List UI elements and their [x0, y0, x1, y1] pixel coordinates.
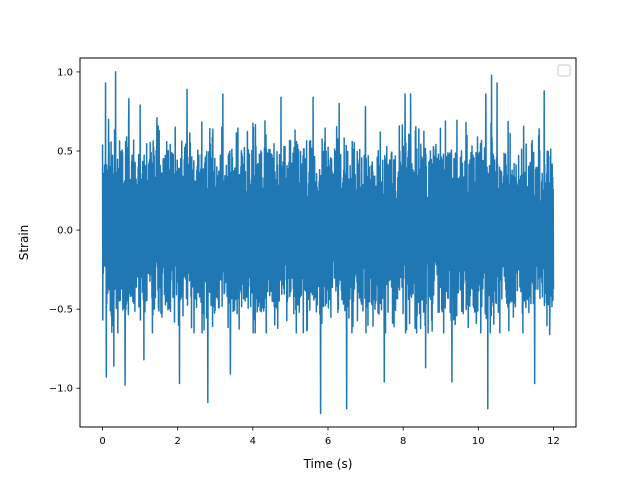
x-tick-label: 10 — [472, 436, 485, 447]
y-tick-label: 1.0 — [57, 67, 73, 78]
legend-box — [557, 64, 571, 77]
x-tick-label: 0 — [99, 436, 105, 447]
x-tick-label: 8 — [400, 436, 406, 447]
x-axis: 0 2 4 6 8 10 12 — [99, 427, 560, 447]
series-line — [101, 71, 555, 415]
x-axis-label: Time (s) — [303, 457, 353, 471]
y-tick-label: −1.0 — [49, 384, 73, 395]
x-tick-label: 6 — [325, 436, 331, 447]
series-layer — [101, 71, 555, 415]
y-tick-label: 0.5 — [57, 147, 73, 158]
x-tick-label: 12 — [547, 436, 560, 447]
y-axis-label: Strain — [17, 225, 31, 261]
y-tick-label: −0.5 — [49, 305, 73, 316]
y-axis: −1.0 −0.5 0.0 0.5 1.0 — [49, 67, 80, 395]
y-tick-label: 0.0 — [57, 226, 73, 237]
x-tick-label: 2 — [175, 436, 181, 447]
x-tick-label: 4 — [250, 436, 256, 447]
